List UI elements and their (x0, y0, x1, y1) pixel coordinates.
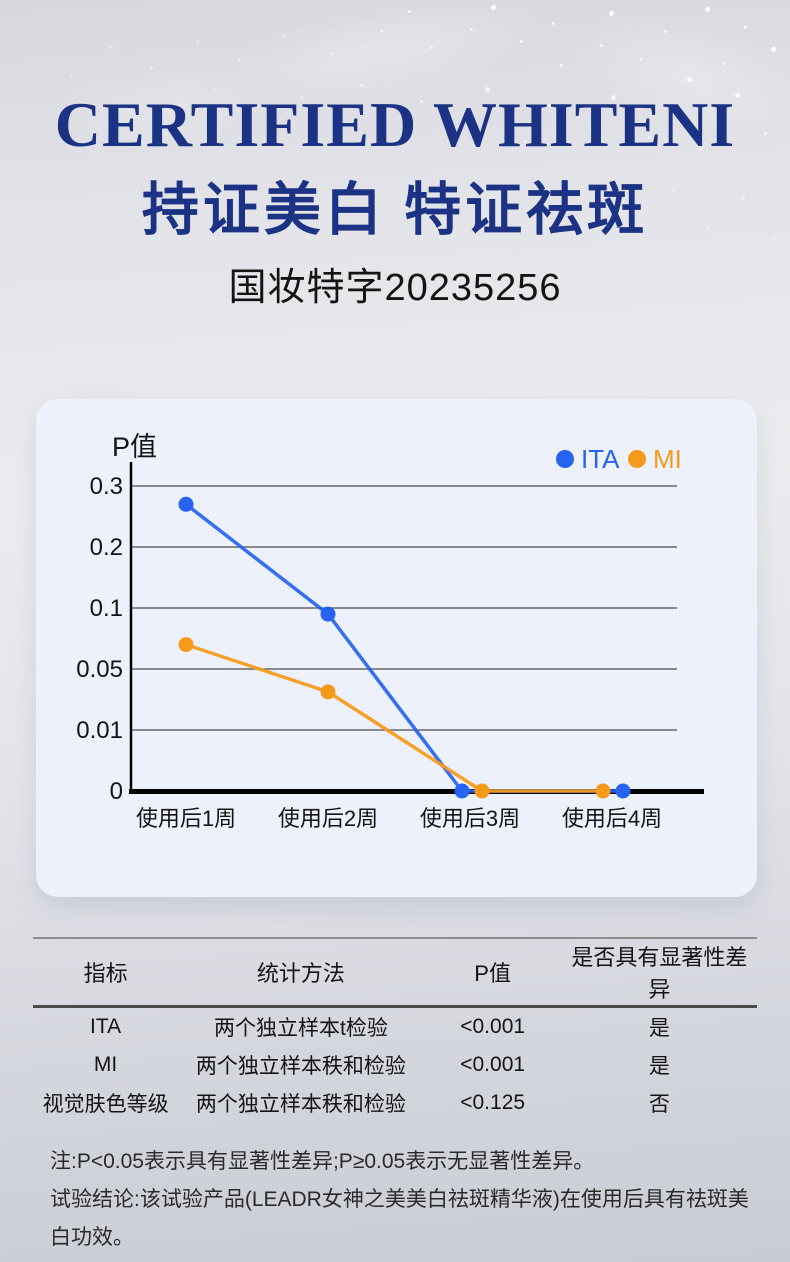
y-tick-label: 0.1 (90, 595, 123, 622)
table-header-cell: 指标 (33, 937, 179, 1008)
data-point-MI (595, 783, 611, 799)
table-cell: <0.001 (460, 1053, 526, 1076)
legend-label-ITA: ITA (581, 444, 620, 474)
page-title-chinese: 持证美白 特证祛斑 (141, 179, 649, 242)
x-category-label: 使用后4周 (562, 806, 662, 831)
table-cell: 是 (648, 1055, 670, 1078)
legend-label-MI: MI (653, 444, 682, 474)
series-line-MI (185, 642, 603, 793)
y-tick-label: 0.2 (90, 534, 123, 561)
x-category-label: 使用后1周 (136, 806, 236, 831)
particle-dots-decoration (0, 0, 3, 3)
significance-table: 指标 统计方法 P值 是否具有显著性差异 ITA 两个独立样本t检验 <0.001 是 MI 两个… (33, 937, 757, 1122)
data-point-ITA (454, 783, 470, 799)
note-trial-conclusion: 试验结论:该试验产品(LEADR女神之美美白祛斑精华液)在使用后具有祛斑美白功效… (50, 1188, 749, 1249)
data-point-MI (320, 684, 336, 700)
table-header-cell: 是否具有显著性差异 (561, 937, 757, 1008)
table-header-cell: 统计方法 (178, 937, 424, 1008)
y-tick-label: 0.3 (90, 473, 123, 500)
table-row: 视觉肤色等级 两个独立样本秩和检验 <0.125 否 (33, 1084, 757, 1122)
x-category-label: 使用后2周 (278, 806, 378, 831)
data-point-ITA (615, 783, 631, 799)
table-row: ITA 两个独立样本t检验 <0.001 是 (33, 1007, 757, 1047)
chart-y-axis-title: P值 (112, 432, 157, 462)
footnotes: 注:P<0.05表示具有显著性差异;P≥0.05表示无显著性差异。 试验结论:该… (50, 1143, 760, 1257)
data-point-ITA (320, 606, 336, 622)
table-cell: 是 (648, 1017, 670, 1040)
table-row: MI 两个独立样本秩和检验 <0.001 是 (33, 1046, 757, 1084)
table-header-row: 指标 统计方法 P值 是否具有显著性差异 (33, 937, 757, 1008)
page-title-english: CERTIFIED WHITENI (54, 89, 736, 160)
data-point-MI (178, 637, 194, 653)
x-category-label: 使用后3周 (420, 806, 520, 831)
chart-card: P值 0.3 0.2 0.1 0.05 0.01 0 使用后1周 使用后2周 使用后3周 使用后4… (36, 399, 757, 897)
data-point-ITA (178, 496, 194, 512)
y-tick-label: 0 (110, 778, 123, 805)
table-cell: 两个独立样本秩和检验 (195, 1093, 406, 1116)
y-tick-label: 0.05 (76, 656, 123, 683)
table-cell: 两个独立样本秩和检验 (195, 1055, 406, 1078)
note-significance-rule: 注:P<0.05表示具有显著性差异;P≥0.05表示无显著性差异。 (50, 1150, 595, 1173)
table-cell: MI (93, 1053, 118, 1076)
table-header-cell: P值 (423, 937, 562, 1008)
pvalue-line-chart: P值 0.3 0.2 0.1 0.05 0.01 0 使用后1周 使用后2周 使用后3周 使用后4… (76, 432, 704, 831)
certification-number: 国妆特字20235256 (228, 267, 562, 309)
table-cell: <0.125 (460, 1091, 526, 1114)
legend-dot-ITA (556, 450, 574, 468)
table-cell: ITA (90, 1015, 122, 1038)
table-cell: 视觉肤色等级 (42, 1093, 169, 1116)
y-tick-label: 0.01 (76, 717, 123, 744)
table-cell: 两个独立样本t检验 (213, 1017, 388, 1040)
table-cell: 否 (648, 1093, 670, 1116)
legend-dot-MI (628, 450, 646, 468)
data-point-MI (474, 783, 490, 799)
stats-table: 指标 统计方法 P值 是否具有显著性差异 ITA 两个独立样本t检验 <0.001 是 MI 两个… (33, 937, 757, 1122)
table-cell: <0.001 (460, 1015, 526, 1038)
